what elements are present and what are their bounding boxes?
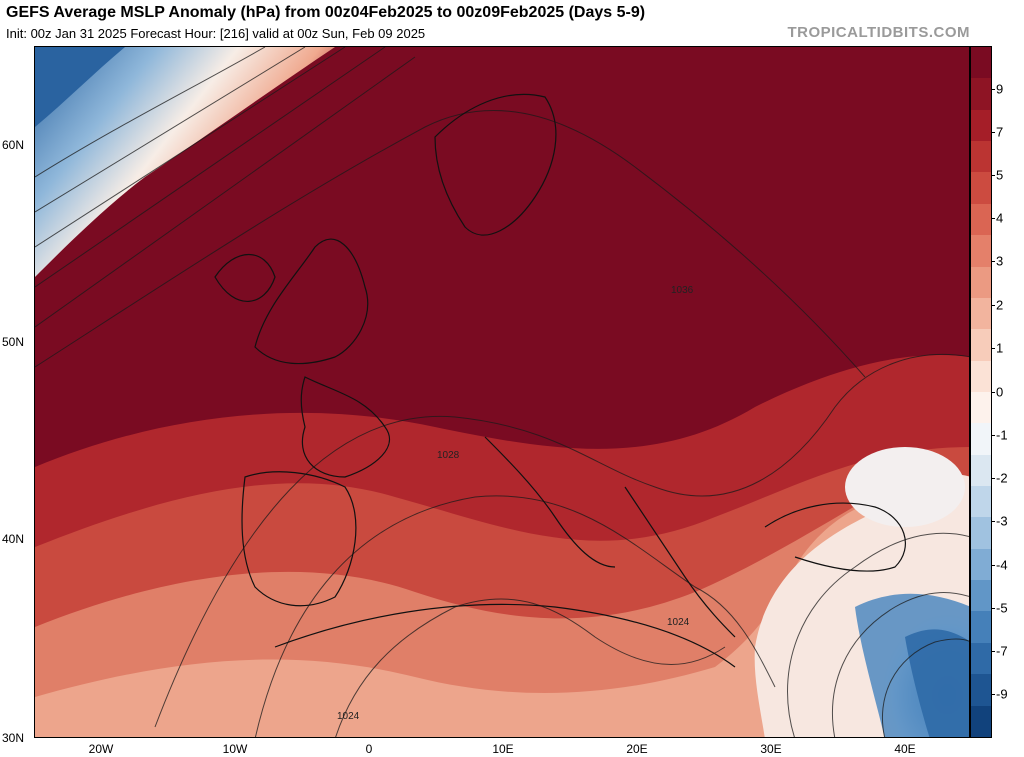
- lon-label-20e: 20E: [626, 742, 648, 756]
- colorbar-tick: [992, 261, 995, 262]
- colorbar-label: -4: [996, 557, 1008, 573]
- lon-label-40e: 40E: [894, 742, 916, 756]
- isobar-label: 1024: [337, 711, 360, 722]
- lon-label-20w: 20W: [88, 742, 114, 756]
- colorbar-tick: [992, 694, 995, 695]
- colorbar-tick: [992, 392, 995, 393]
- colorbar-tick: [992, 651, 995, 652]
- colorbar-segment: [971, 203, 991, 236]
- colorbar-segment: [971, 360, 991, 392]
- colorbar-segment: [971, 611, 991, 643]
- colorbar-segment: [971, 580, 991, 612]
- colorbar-segment: [971, 548, 991, 581]
- colorbar-label: -2: [996, 470, 1008, 486]
- colorbar-label: 9: [996, 81, 1004, 97]
- chart-subtitle: Init: 00z Jan 31 2025 Forecast Hour: [21…: [6, 26, 426, 41]
- colorbar: [970, 46, 992, 738]
- colorbar-tick: [992, 478, 995, 479]
- anomaly-band-atlantic-low: [35, 47, 125, 127]
- lat-label-40n: 40N: [2, 532, 25, 546]
- anomaly-band-neg7: [905, 629, 969, 737]
- isobar-label: 1036: [671, 285, 694, 296]
- colorbar-segment: [971, 705, 991, 737]
- colorbar-label: -7: [996, 643, 1008, 659]
- anomaly-map: 1036 1028 1024 1024: [34, 46, 970, 738]
- colorbar-tick: [992, 348, 995, 349]
- colorbar-segment: [971, 109, 991, 142]
- colorbar-label: 4: [996, 210, 1004, 226]
- colorbar-tick: [992, 435, 995, 436]
- colorbar-segment: [971, 517, 991, 549]
- colorbar-segment: [971, 454, 991, 487]
- lon-label-10e: 10E: [492, 742, 514, 756]
- colorbar-segment: [971, 266, 991, 298]
- colorbar-segment: [971, 391, 991, 424]
- lat-label-30n: 30N: [2, 731, 25, 745]
- colorbar-tick: [992, 89, 995, 90]
- brand-watermark: TROPICALTIDBITS.COM: [787, 24, 970, 41]
- colorbar-label: -5: [996, 600, 1008, 616]
- colorbar-segment: [971, 329, 991, 361]
- colorbar-tick: [992, 132, 995, 133]
- colorbar-segment: [971, 141, 991, 173]
- colorbar-tick: [992, 565, 995, 566]
- anomaly-negative-atlantic: [35, 47, 335, 277]
- lat-label-50n: 50N: [2, 335, 25, 349]
- chart-title: GEFS Average MSLP Anomaly (hPa) from 00z…: [6, 4, 646, 21]
- colorbar-label: -3: [996, 513, 1008, 529]
- colorbar-tick: [992, 305, 995, 306]
- lon-label-10w: 10W: [222, 742, 248, 756]
- colorbar-label: -1: [996, 427, 1008, 443]
- colorbar-segment: [971, 78, 991, 110]
- isobar-lines: [35, 47, 969, 737]
- colorbar-tick: [992, 175, 995, 176]
- colorbar-segment: [971, 297, 991, 330]
- colorbar-segment: [971, 486, 991, 518]
- colorbar-segment: [971, 235, 991, 267]
- colorbar-tick: [992, 521, 995, 522]
- colorbar-segment: [971, 674, 991, 706]
- lat-label-60n: 60N: [2, 138, 25, 152]
- isobar-label: 1028: [437, 450, 460, 461]
- colorbar-label: 5: [996, 167, 1004, 183]
- colorbar-label: -9: [996, 686, 1008, 702]
- colorbar-segment: [971, 172, 991, 204]
- colorbar-label: 0: [996, 384, 1004, 400]
- lon-label-0: 0: [365, 742, 373, 756]
- colorbar-segment: [971, 642, 991, 675]
- map-canvas: 1036 1028 1024 1024: [35, 47, 969, 737]
- colorbar-label: 1: [996, 340, 1004, 356]
- lon-label-30e: 30E: [760, 742, 782, 756]
- isobar-label: 1024: [667, 617, 690, 628]
- colorbar-label: 2: [996, 297, 1004, 313]
- colorbar-label: 3: [996, 253, 1004, 269]
- colorbar-segment: [971, 47, 991, 79]
- colorbar-label: 7: [996, 124, 1004, 140]
- colorbar-tick: [992, 608, 995, 609]
- coastlines: [214, 93, 906, 668]
- colorbar-tick: [992, 218, 995, 219]
- colorbar-segment: [971, 423, 991, 455]
